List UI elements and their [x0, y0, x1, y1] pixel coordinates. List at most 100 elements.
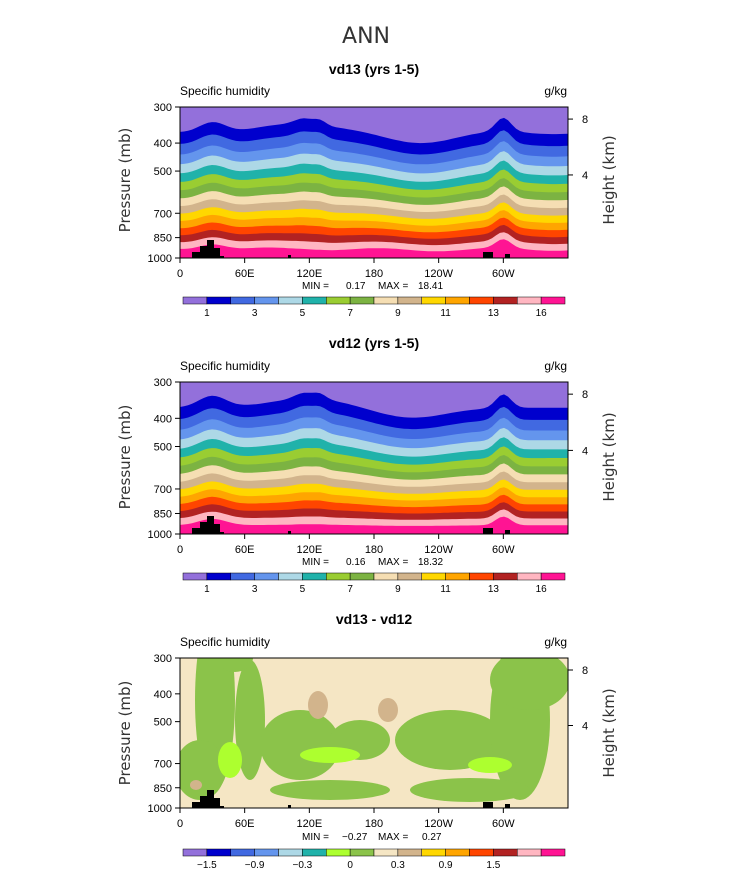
contour-band [395, 710, 505, 770]
colorbar-swatch [349, 572, 375, 581]
topography [288, 255, 291, 258]
y-right-tick-label: 8 [582, 665, 588, 677]
contour-band [218, 742, 242, 778]
colorbar: −1.5 −0.9 −0.3 0 0.3 0.9 1.5 [182, 848, 566, 871]
colorbar-swatch [206, 296, 231, 305]
colorbar-swatch [254, 572, 279, 581]
topography [505, 254, 510, 258]
x-tick-label: 60W [492, 268, 515, 280]
colorbar-label: 5 [300, 308, 306, 319]
y-tick-label: 300 [154, 102, 172, 114]
contour-band [300, 747, 360, 763]
y-axis-label: Pressure (mb) [116, 681, 134, 786]
topography [483, 802, 493, 808]
colorbar-swatch [540, 572, 566, 581]
y-right-tick-label: 8 [582, 389, 588, 401]
max-value: 18.32 [418, 557, 443, 568]
topography [483, 252, 493, 258]
colorbar-swatch [517, 572, 542, 581]
y-axis-right-label: Height (km) [600, 412, 618, 501]
colorbar-label: 11 [440, 584, 451, 595]
max-label: MAX = [378, 557, 408, 568]
contour-plot: 300 400 500 700 850 1000 8 4 0 60E 120E 180 120W 60W [148, 377, 589, 556]
x-tick-label: 120E [296, 544, 322, 556]
colorbar-label: −0.3 [293, 860, 313, 871]
colorbar-label: 7 [347, 308, 353, 319]
colorbar-label: 1.5 [486, 860, 500, 871]
colorbar-swatch [349, 296, 375, 305]
topography [288, 531, 291, 534]
colorbar-swatch [517, 296, 542, 305]
right-label: g/kg [544, 359, 567, 373]
topography [288, 805, 291, 808]
colorbar-label: 9 [395, 308, 401, 319]
colorbar-label: −1.5 [197, 860, 217, 871]
y-tick-label: 400 [154, 413, 172, 425]
contour-plot: 300 400 500 700 850 1000 8 4 0 60E 120E 180 120W 60W [148, 653, 589, 830]
colorbar-label: 0.9 [439, 860, 453, 871]
colorbar-label: −0.9 [245, 860, 265, 871]
max-label: MAX = [378, 832, 408, 843]
topography [483, 528, 493, 534]
contour-band [180, 239, 568, 258]
contour-band [270, 780, 390, 800]
colorbar-swatch [493, 848, 518, 857]
colorbar-label: 3 [252, 584, 258, 595]
x-tick-label: 120W [424, 544, 453, 556]
colorbar-swatch [326, 848, 351, 857]
colorbar-swatch [182, 848, 208, 857]
x-tick-label: 60W [492, 544, 515, 556]
colorbar-swatch [469, 848, 494, 857]
colorbar-swatch [421, 848, 446, 857]
colorbar-swatch [230, 572, 255, 581]
colorbar-swatch [278, 572, 303, 581]
colorbar-label: 13 [488, 584, 500, 595]
contour-band [410, 778, 530, 802]
y-tick-label: 850 [154, 233, 172, 245]
contour-band [180, 516, 568, 534]
y-tick-label: 850 [154, 508, 172, 520]
contour-band [180, 740, 225, 800]
y-tick-label: 400 [154, 689, 172, 701]
colorbar-swatch [540, 296, 566, 305]
left-label: Specific humidity [180, 635, 270, 649]
colorbar-swatch [326, 572, 351, 581]
colorbar-swatch [206, 848, 231, 857]
colorbar-label: 3 [252, 308, 258, 319]
topography [505, 804, 510, 808]
contour-band [468, 757, 512, 773]
panel-difference: vd13 - vd12 Specific humidity g/kg 30040… [116, 611, 618, 871]
colorbar-swatch [397, 572, 422, 581]
colorbar-swatch [302, 572, 327, 581]
colorbar-label: 7 [347, 584, 353, 595]
y-right-tick-label: 4 [582, 445, 588, 457]
y-right-tick-label: 8 [582, 114, 588, 126]
colorbar-label: 1 [204, 584, 210, 595]
y-tick-label: 700 [154, 759, 172, 771]
min-label: MIN = [302, 832, 329, 843]
colorbar-label: 16 [536, 308, 548, 319]
y-tick-label: 1000 [148, 529, 172, 541]
x-tick-label: 120W [424, 818, 453, 830]
contour-band [235, 660, 265, 780]
x-tick-label: 180 [365, 818, 383, 830]
y-right-tick-label: 4 [582, 170, 588, 182]
colorbar-swatch [373, 296, 399, 305]
colorbar-label: 0.3 [391, 860, 405, 871]
page-title: ANN [342, 24, 390, 49]
min-value: −0.27 [342, 832, 368, 843]
x-tick-label: 0 [177, 544, 183, 556]
max-value: 0.27 [422, 832, 442, 843]
y-tick-label: 1000 [148, 253, 172, 265]
x-tick-label: 180 [365, 544, 383, 556]
colorbar-swatch [493, 572, 518, 581]
min-value: 0.16 [346, 557, 366, 568]
x-tick-label: 60E [235, 544, 255, 556]
max-label: MAX = [378, 281, 408, 292]
topography [192, 516, 224, 534]
y-tick-label: 500 [154, 166, 172, 178]
colorbar-swatch [469, 572, 494, 581]
left-label: Specific humidity [180, 359, 270, 373]
contour-band [490, 658, 568, 710]
topography [192, 790, 224, 808]
